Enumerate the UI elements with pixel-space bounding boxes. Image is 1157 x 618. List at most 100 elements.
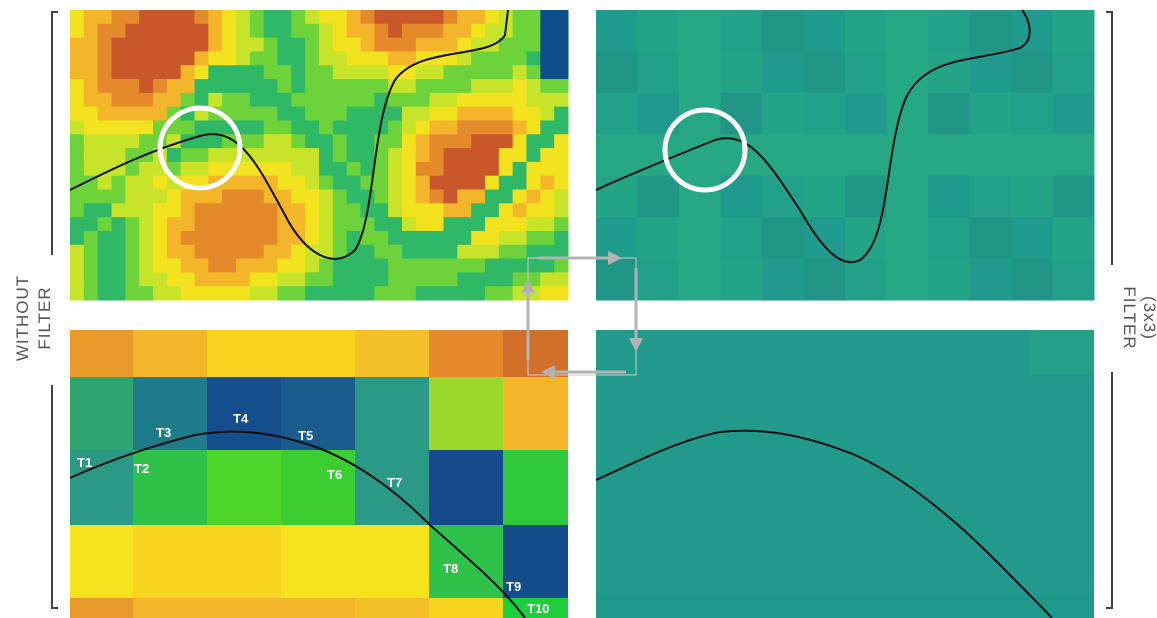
heatmap-cell (415, 92, 431, 108)
heatmap-cell (97, 92, 112, 108)
zoom-grid-cell (70, 330, 133, 377)
zoom-grid-cell (281, 377, 355, 450)
filtered-cell (845, 134, 887, 177)
heatmap-cell (402, 189, 417, 204)
heatmap-cell (97, 23, 112, 39)
heatmap-cell (249, 258, 265, 273)
heatmap-cell (360, 37, 375, 52)
heatmap-cell (457, 23, 472, 39)
heatmap-cell (374, 120, 389, 135)
heatmap-cell (180, 148, 195, 163)
heatmap-cell (498, 258, 514, 273)
zoom-grid-cell (429, 330, 503, 377)
heatmap-cell (457, 92, 472, 108)
heatmap-cell (346, 92, 361, 108)
heatmap-cell (402, 217, 417, 232)
heatmap-cell (429, 286, 444, 301)
filtered-cell (1052, 92, 1095, 135)
heatmap-cell (153, 230, 168, 246)
heatmap-cell (139, 286, 154, 301)
heatmap-cell (222, 79, 237, 94)
heatmap-cell (125, 203, 140, 218)
zoom-grid-cell (133, 450, 207, 525)
heatmap-cell (498, 51, 514, 66)
heatmap-cell (388, 120, 403, 135)
heatmap-cell (429, 161, 444, 177)
heatmap-cell (346, 148, 361, 163)
zoom-grid-cell (70, 598, 133, 618)
heatmap-cell (236, 37, 251, 52)
zoom-grid-cell (133, 598, 207, 618)
heatmap-cell (236, 189, 251, 204)
heatmap-cell (291, 106, 306, 121)
filtered-cell (596, 217, 638, 260)
heatmap-cell (236, 230, 251, 246)
heatmap-cell (180, 92, 195, 108)
heatmap-cell (208, 23, 223, 39)
heatmap-cell (236, 161, 251, 177)
zoom-grid-cell (429, 525, 503, 598)
heatmap-cell (429, 134, 444, 149)
heatmap-cell (402, 230, 417, 246)
heatmap-cell (249, 217, 265, 232)
heatmap-cell (277, 23, 292, 39)
zoom-grid-cell (133, 525, 207, 598)
heatmap-cell (208, 92, 223, 108)
heatmap-cell (319, 134, 334, 149)
heatmap-cell (153, 106, 168, 121)
heatmap-cell (374, 51, 389, 66)
heatmap-cell (388, 106, 403, 121)
filtered-cell (969, 10, 1012, 52)
heatmap-cell (360, 258, 375, 273)
heatmap-cell (471, 286, 486, 301)
heatmap-cell (346, 272, 361, 287)
heatmap-cell (111, 175, 126, 191)
heatmap-cell (139, 203, 154, 218)
heatmap-cell (249, 79, 265, 94)
heatmap-cell (194, 244, 209, 260)
heatmap-cell (471, 92, 486, 108)
heatmap-cell (457, 10, 472, 25)
heatmap-cell (332, 175, 348, 191)
unfiltered-heatmap-overview (69, 9, 569, 301)
heatmap-cell (512, 51, 527, 66)
heatmap-cell (263, 161, 278, 177)
heatmap-cell (443, 230, 458, 246)
heatmap-cell (277, 120, 292, 135)
filtered-cell (1052, 175, 1095, 218)
filtered-cell (886, 175, 929, 218)
heatmap-cell (332, 37, 348, 52)
heatmap-cell (402, 175, 417, 191)
heatmap-cell (97, 175, 112, 191)
heatmap-cell (415, 37, 431, 52)
heatmap-cell (139, 161, 154, 177)
zoom-grid-cell (207, 377, 281, 450)
heatmap-cell (263, 148, 278, 163)
heatmap-cell (429, 106, 444, 121)
heatmap-cell (83, 79, 99, 94)
heatmap-cell (222, 244, 237, 260)
heatmap-cell (277, 230, 292, 246)
heatmap-cell (97, 65, 112, 80)
heatmap-cell (443, 161, 458, 177)
heatmap-cell (111, 51, 126, 66)
heatmap-cell (236, 272, 251, 287)
filtered-cell (596, 258, 638, 301)
heatmap-cell (471, 272, 486, 287)
heatmap-cell (83, 120, 99, 135)
heatmap-cell (222, 10, 237, 25)
heatmap-cell (70, 92, 85, 108)
heatmap-cell (471, 65, 486, 80)
heatmap-cell (125, 230, 140, 246)
heatmap-cell (291, 244, 306, 260)
heatmap-cell (332, 217, 348, 232)
heatmap-cell (166, 65, 182, 80)
heatmap-cell (526, 203, 541, 218)
heatmap-cell (97, 161, 112, 177)
heatmap-cell (498, 175, 514, 191)
heatmap-cell (125, 217, 140, 232)
heatmap-cell (457, 272, 472, 287)
heatmap-cell (249, 203, 265, 218)
heatmap-cell (554, 189, 569, 204)
heatmap-cell (263, 106, 278, 121)
